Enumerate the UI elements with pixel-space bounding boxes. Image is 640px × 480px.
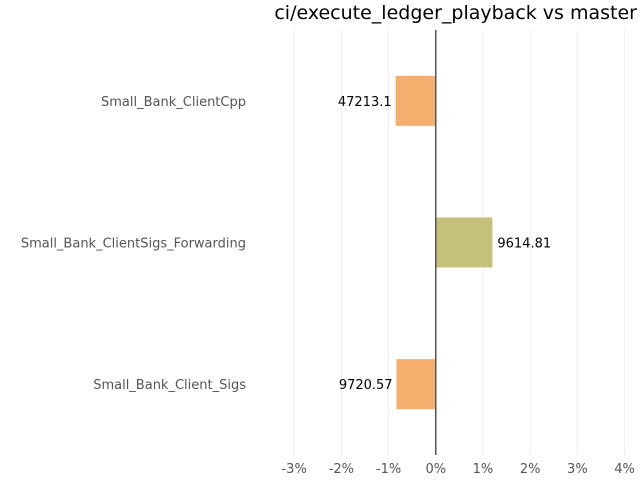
data-label: 9614.81	[497, 237, 551, 252]
x-tick-label: -1%	[376, 462, 401, 477]
data-label: 9720.57	[339, 378, 393, 393]
bar	[396, 359, 436, 410]
value-labels: 47213.1 9614.81 9720.57	[338, 95, 551, 393]
category-label: Small_Bank_ClientCpp	[101, 95, 246, 110]
grid-lines	[293, 30, 626, 455]
x-tick-label: -3%	[281, 462, 306, 477]
data-label: 47213.1	[338, 95, 392, 110]
category-labels: Small_Bank_ClientCpp Small_Bank_ClientSig…	[21, 95, 246, 393]
category-label: Small_Bank_Client_Sigs	[93, 378, 246, 393]
x-tick-label: 1%	[473, 462, 494, 477]
chart-title: ci/execute_ledger_playback vs master	[274, 2, 637, 24]
bar	[395, 75, 436, 126]
x-tick-label: 2%	[520, 462, 541, 477]
x-tick-labels: -3% -2% -1% 0% 1% 2% 3% 4%	[281, 462, 634, 477]
bar	[435, 217, 493, 268]
category-label: Small_Bank_ClientSigs_Forwarding	[21, 237, 246, 252]
bars	[395, 75, 493, 410]
x-tick-label: -2%	[329, 462, 354, 477]
x-tick-label: 0%	[425, 462, 446, 477]
x-tick-label: 3%	[567, 462, 588, 477]
x-tick-label: 4%	[614, 462, 635, 477]
